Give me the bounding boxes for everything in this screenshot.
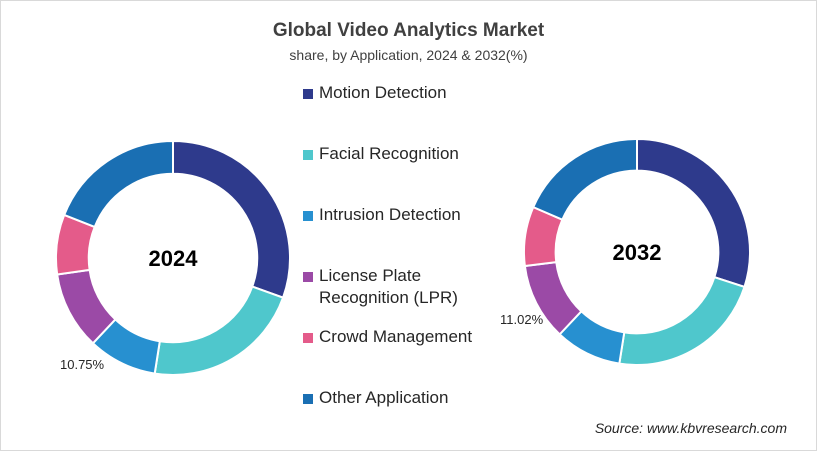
- donut-slice-2024-other-application: [62, 139, 174, 229]
- legend-swatch: [303, 272, 313, 282]
- legend-label: License Plate Recognition (LPR): [319, 266, 458, 307]
- legend-item-license-plate-recognition: License Plate Recognition (LPR): [303, 265, 458, 309]
- legend-label: Other Application: [319, 388, 449, 407]
- legend-swatch: [303, 394, 313, 404]
- chart-subtitle: share, by Application, 2024 & 2032(%): [289, 47, 528, 63]
- donut-center-label-2024: 2024: [149, 246, 199, 271]
- legend-label: Crowd Management: [319, 327, 473, 346]
- data-label-2024-lpr: 10.75%: [60, 357, 105, 372]
- donut-chart-2024: 2024: [55, 139, 291, 376]
- legend-swatch: [303, 333, 313, 343]
- legend-swatch: [303, 150, 313, 160]
- donut-slice-2032-other-application: [531, 137, 638, 222]
- donut-slice-2024-facial-recognition: [153, 285, 285, 376]
- legend-label: Intrusion Detection: [319, 205, 461, 224]
- legend-swatch: [303, 211, 313, 221]
- donut-center-label-2032: 2032: [613, 240, 662, 265]
- donut-slice-2032-facial-recognition: [618, 275, 746, 366]
- donut-slice-2024-motion-detection: [172, 139, 291, 299]
- legend-label: Facial Recognition: [319, 144, 459, 163]
- legend-item-other-application: Other Application: [303, 387, 448, 409]
- source-note: Source: www.kbvresearch.com: [594, 420, 787, 436]
- legend-label: Motion Detection: [319, 83, 447, 102]
- legend-item-motion-detection: Motion Detection: [303, 82, 447, 104]
- legend-item-crowd-management: Crowd Management: [303, 326, 472, 348]
- chart-title: Global Video Analytics Market: [272, 20, 545, 41]
- legend-item-facial-recognition: Facial Recognition: [303, 143, 459, 165]
- legend-swatch: [303, 89, 313, 99]
- data-label-2032-lpr: 11.02%: [500, 312, 544, 327]
- legend-item-intrusion-detection: Intrusion Detection: [303, 204, 461, 226]
- donut-chart-2032: 2032: [523, 137, 751, 366]
